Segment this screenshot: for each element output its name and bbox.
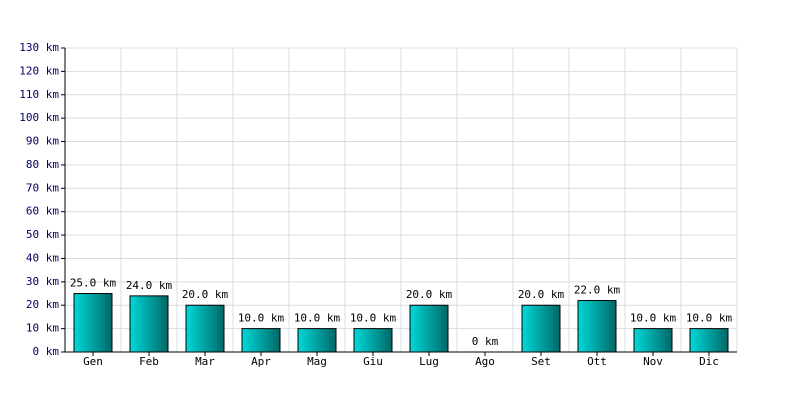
y-tick-label: 120 km — [19, 64, 59, 77]
bar — [577, 300, 617, 353]
y-tick-label: 50 km — [26, 228, 59, 241]
value-label: 10.0 km — [686, 312, 733, 325]
y-tick-label: 90 km — [26, 135, 59, 148]
y-tick-label: 110 km — [19, 88, 59, 101]
bar — [521, 304, 561, 353]
bar — [129, 295, 169, 353]
bar — [185, 304, 225, 353]
y-tick-label: 40 km — [26, 251, 59, 264]
value-label: 24.0 km — [126, 279, 173, 292]
x-tick-label: Ott — [587, 355, 607, 368]
x-tick-label: Gen — [83, 355, 103, 368]
y-tick-label: 60 km — [26, 205, 59, 218]
bar — [353, 328, 393, 353]
y-tick-label: 80 km — [26, 158, 59, 171]
bar — [633, 328, 673, 353]
bar — [689, 328, 729, 353]
value-label: 10.0 km — [294, 312, 341, 325]
y-tick-label: 100 km — [19, 111, 59, 124]
value-label: 25.0 km — [70, 277, 117, 290]
value-label: 10.0 km — [238, 312, 285, 325]
x-tick-label: Mag — [307, 355, 327, 368]
x-tick-label: Feb — [139, 355, 159, 368]
y-tick-label: 0 km — [33, 345, 60, 358]
value-label: 20.0 km — [406, 288, 453, 301]
value-label: 10.0 km — [630, 312, 677, 325]
bar — [241, 328, 281, 353]
x-tick-label: Giu — [363, 355, 383, 368]
value-label: 20.0 km — [518, 288, 565, 301]
value-label: 0 km — [472, 335, 499, 348]
y-tick-label: 10 km — [26, 322, 59, 335]
x-tick-label: Nov — [643, 355, 663, 368]
bar — [409, 304, 449, 353]
y-tick-label: 70 km — [26, 181, 59, 194]
value-label: 22.0 km — [574, 284, 621, 297]
value-label: 10.0 km — [350, 312, 397, 325]
value-label: 20.0 km — [182, 288, 229, 301]
y-tick-label: 130 km — [19, 41, 59, 54]
x-tick-label: Mar — [195, 355, 215, 368]
bar — [297, 328, 337, 353]
x-tick-label: Dic — [699, 355, 719, 368]
y-tick-label: 30 km — [26, 275, 59, 288]
y-tick-label: 20 km — [26, 298, 59, 311]
bar — [73, 293, 113, 353]
x-tick-label: Set — [531, 355, 551, 368]
x-tick-label: Ago — [475, 355, 495, 368]
x-tick-label: Apr — [251, 355, 271, 368]
x-tick-label: Lug — [419, 355, 439, 368]
